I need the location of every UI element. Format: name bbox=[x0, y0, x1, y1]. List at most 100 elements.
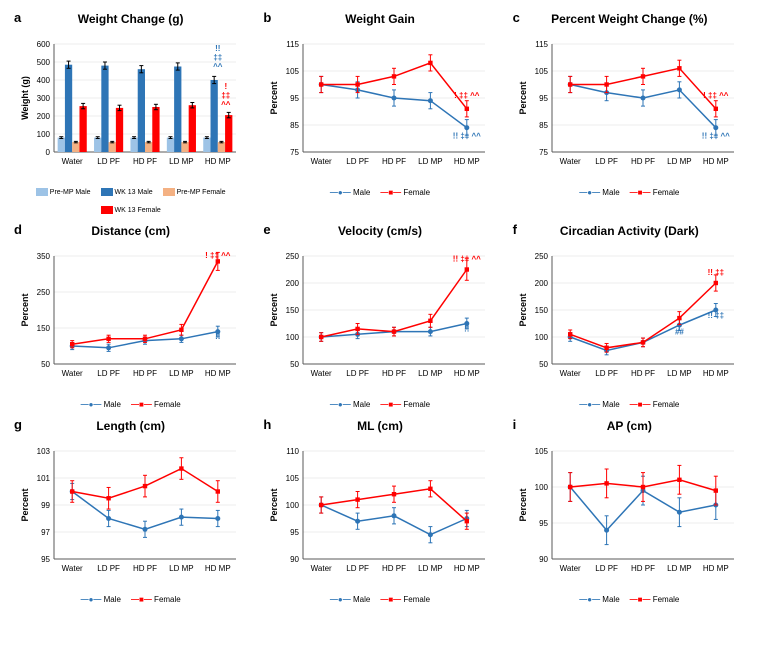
bar-chart: 0100200300400500600WaterLD PFHD PFLD MPH… bbox=[16, 26, 246, 186]
legend-marker: —●— bbox=[330, 595, 351, 604]
sig-annotation: !! ‡‡ ^^ bbox=[453, 254, 481, 263]
xtick-label: HD PF bbox=[382, 157, 406, 166]
xtick-label: LD PF bbox=[97, 157, 120, 166]
legend-label: WK 13 Male bbox=[115, 189, 153, 196]
xtick-label: LD MP bbox=[418, 369, 442, 378]
sex-legend: —●— Male—■— Female bbox=[509, 188, 750, 197]
xtick-label: HD MP bbox=[205, 369, 231, 378]
bar bbox=[101, 66, 108, 152]
legend-marker: —●— bbox=[81, 595, 102, 604]
xtick-label: LD PF bbox=[97, 564, 120, 573]
ytick-label: 50 bbox=[290, 360, 299, 369]
legend-marker: —■— bbox=[131, 400, 152, 409]
xtick-label: HD PF bbox=[631, 564, 655, 573]
panel-title: Length (cm) bbox=[10, 419, 251, 433]
ytick-label: 100 bbox=[36, 130, 50, 139]
line-chart: 50150250350WaterLD PFHD PFLD MPHD MPPerc… bbox=[16, 238, 246, 398]
panel-letter: d bbox=[14, 222, 22, 237]
legend-label: Female bbox=[650, 595, 679, 604]
legend-marker: —■— bbox=[380, 188, 401, 197]
legend-marker: —■— bbox=[131, 595, 152, 604]
xtick-label: LD MP bbox=[667, 564, 691, 573]
panel-letter: h bbox=[263, 417, 271, 432]
bar bbox=[203, 138, 210, 152]
ytick-label: 97 bbox=[41, 528, 50, 537]
xtick-label: Water bbox=[61, 564, 82, 573]
ytick-label: 101 bbox=[36, 474, 50, 483]
legend-label: Female bbox=[650, 400, 679, 409]
panel-title: Circadian Activity (Dark) bbox=[509, 224, 750, 238]
bar bbox=[145, 142, 152, 152]
ytick-label: 250 bbox=[286, 252, 300, 261]
bar bbox=[57, 138, 64, 152]
ytick-label: 250 bbox=[535, 252, 549, 261]
legend-item: Pre-MP Female bbox=[163, 188, 226, 196]
panel-a: aWeight Change (g)0100200300400500600Wat… bbox=[10, 10, 251, 214]
bar bbox=[137, 69, 144, 152]
bar bbox=[152, 107, 159, 152]
sex-legend: —●— Male —■— Female bbox=[259, 188, 500, 197]
legend-label: Male bbox=[600, 595, 620, 604]
sig-annotation: ^^ bbox=[221, 100, 231, 109]
xtick-label: LD PF bbox=[596, 157, 619, 166]
legend-marker: —●— bbox=[330, 188, 351, 197]
legend-item: —■— Female bbox=[380, 188, 430, 197]
legend-label: Female bbox=[152, 400, 181, 409]
panel-title: Weight Change (g) bbox=[10, 12, 251, 26]
panel-g: gLength (cm)959799101103WaterLD PFHD PFL… bbox=[10, 417, 251, 604]
xtick-label: HD PF bbox=[631, 369, 655, 378]
legend-marker: —●— bbox=[579, 400, 600, 409]
sex-legend: —●— Male—■— Female bbox=[259, 400, 500, 409]
ytick-label: 150 bbox=[535, 306, 549, 315]
sig-annotation: !! ‡‡ bbox=[708, 268, 724, 277]
xtick-label: Water bbox=[311, 369, 332, 378]
bar bbox=[116, 108, 123, 152]
ytick-label: 105 bbox=[286, 67, 300, 76]
panel-title: Distance (cm) bbox=[10, 224, 251, 238]
xtick-label: LD MP bbox=[418, 564, 442, 573]
bar-legend: Pre-MP MaleWK 13 MalePre-MP FemaleWK 13 … bbox=[10, 188, 251, 214]
y-axis-label: Percent bbox=[269, 81, 279, 114]
sig-annotation: !! bbox=[464, 325, 469, 334]
xtick-label: HD MP bbox=[205, 157, 231, 166]
xtick-label: Water bbox=[61, 369, 82, 378]
y-axis-label: Percent bbox=[518, 81, 528, 114]
line-chart: 959799101103WaterLD PFHD PFLD MPHD MPPer… bbox=[16, 433, 246, 593]
line-female bbox=[72, 261, 218, 344]
ytick-label: 85 bbox=[290, 121, 299, 130]
legend-label: Male bbox=[101, 400, 121, 409]
ytick-label: 600 bbox=[36, 40, 50, 49]
line-chart: 50100150200250WaterLD PFHD PFLD MPHD MPP… bbox=[265, 238, 495, 398]
sig-annotation: !! ‡‡ ^^ bbox=[702, 132, 730, 141]
ytick-label: 250 bbox=[36, 288, 50, 297]
legend-item: —●— Male bbox=[81, 400, 121, 409]
y-axis-label: Percent bbox=[518, 488, 528, 521]
legend-item: WK 13 Male bbox=[101, 188, 153, 196]
legend-item: —●— Male bbox=[579, 595, 619, 604]
sig-annotation: ‡‡ bbox=[213, 53, 222, 62]
panel-d: dDistance (cm)50150250350WaterLD PFHD PF… bbox=[10, 222, 251, 409]
y-axis-label: Percent bbox=[269, 488, 279, 521]
legend-label: Male bbox=[351, 188, 371, 197]
panel-title: Percent Weight Change (%) bbox=[509, 12, 750, 26]
ytick-label: 100 bbox=[286, 501, 300, 510]
legend-label: Male bbox=[351, 400, 371, 409]
ytick-label: 200 bbox=[286, 279, 300, 288]
xtick-label: HD MP bbox=[703, 564, 729, 573]
ytick-label: 100 bbox=[286, 333, 300, 342]
xtick-label: HD MP bbox=[454, 369, 480, 378]
ytick-label: 95 bbox=[290, 94, 299, 103]
bar bbox=[108, 142, 115, 152]
xtick-label: LD PF bbox=[346, 369, 369, 378]
bar bbox=[166, 138, 173, 152]
ytick-label: 110 bbox=[286, 447, 299, 456]
legend-label: Pre-MP Male bbox=[50, 189, 91, 196]
bar bbox=[217, 142, 224, 152]
ytick-label: 350 bbox=[36, 252, 50, 261]
xtick-label: Water bbox=[311, 157, 332, 166]
legend-marker: —■— bbox=[380, 595, 401, 604]
legend-item: —■— Female bbox=[630, 595, 680, 604]
bar bbox=[174, 67, 181, 153]
sig-annotation: !! bbox=[215, 44, 220, 53]
legend-item: —■— Female bbox=[630, 400, 680, 409]
